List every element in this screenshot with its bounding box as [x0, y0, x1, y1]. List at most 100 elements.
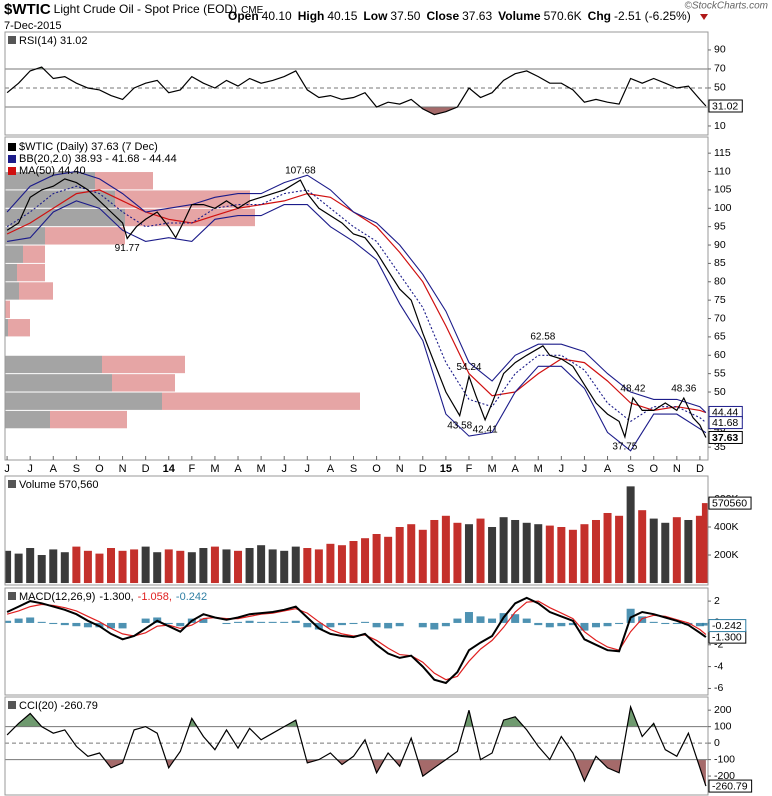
legend-title: Volume 570,560: [19, 479, 99, 491]
histogram-bar: [511, 614, 520, 623]
quote-label: Low: [363, 9, 388, 23]
volume-bar: [453, 522, 462, 584]
volume-by-price-up: [5, 208, 125, 227]
y-tick-label: 80: [714, 276, 726, 288]
histogram-bar: [557, 622, 566, 627]
threshold-fill: [7, 706, 706, 727]
histogram-bar: [303, 622, 312, 628]
histogram-bar: [384, 622, 393, 629]
date: 7-Dec-2015: [4, 20, 61, 32]
histogram-bar: [418, 622, 427, 628]
x-tick-label: J: [582, 463, 588, 475]
y-tick-label: 10: [714, 120, 726, 132]
last-value-label: 37.63: [712, 432, 738, 444]
plot-area: [5, 704, 708, 787]
volume-bar: [337, 545, 346, 584]
histogram-bar: [337, 622, 346, 626]
volume-by-price-up: [5, 172, 95, 190]
legend: CCI(20) -260.79: [19, 700, 98, 712]
volume-bar: [568, 529, 577, 584]
symbol: $WTIC: [4, 1, 51, 18]
x-tick-label: J: [27, 463, 33, 475]
quote-line: Open 40.10 High 40.15 Low 37.50 Close 37.63 Volu…: [228, 9, 691, 23]
x-tick-label: S: [627, 463, 634, 475]
volume-bar: [303, 548, 312, 584]
volume-by-price-down: [95, 172, 153, 190]
quote-label: Volume: [498, 9, 541, 23]
volume-bar: [661, 522, 670, 584]
y-tick-label: 0: [714, 737, 720, 749]
x-tick-label: M: [210, 463, 219, 475]
legend: RSI(14) 31.02: [19, 35, 87, 47]
y-tick-label: -2: [714, 639, 723, 651]
threshold-fill: [7, 106, 706, 115]
volume-bar: [701, 503, 708, 584]
y-tick-label: 100: [714, 720, 732, 732]
price-annotation: 107.68: [285, 166, 316, 177]
histogram-bar: [349, 622, 358, 625]
legend-icon: [8, 36, 16, 44]
volume-bar: [118, 550, 127, 584]
histogram-bar: [476, 616, 485, 623]
x-tick-label: A: [234, 463, 242, 475]
volume-by-price-down: [45, 227, 125, 245]
volume-bar: [430, 519, 439, 584]
volume-by-price-up: [5, 282, 19, 300]
volume-by-price-up: [5, 319, 8, 337]
histogram-bar: [603, 622, 612, 627]
copyright: ©StockCharts.com: [684, 1, 768, 12]
y-tick-label: 400K: [714, 521, 739, 533]
x-tick-label: 14: [163, 463, 176, 475]
legend-title: RSI(14) 31.02: [19, 35, 87, 47]
y-tick-label: 200: [714, 704, 732, 716]
x-tick-label: O: [372, 463, 381, 475]
volume-by-price-down: [19, 282, 53, 300]
volume-bar: [407, 524, 416, 584]
volume-by-price-up: [5, 245, 23, 263]
x-tick-label: A: [327, 463, 335, 475]
y-tick-label: 50: [714, 386, 726, 398]
volume-bar: [361, 538, 370, 584]
x-tick-label: 15: [440, 463, 452, 475]
histogram-bar: [141, 618, 150, 623]
last-value-tag: [708, 496, 752, 510]
x-tick-label: A: [511, 463, 519, 475]
volume-bar: [615, 515, 624, 584]
x-tick-label: S: [73, 463, 80, 475]
histogram-bar: [615, 622, 624, 625]
y-tick-label: 70: [714, 312, 726, 324]
volume-bar: [534, 524, 543, 584]
y-tick-label: 55: [714, 367, 726, 379]
header-title: $WTIC Light Crude Oil - Spot Price (EOD) C…: [4, 1, 264, 18]
series-line: [6, 704, 707, 787]
y-tick-label: -6: [714, 682, 723, 694]
volume-bar: [245, 548, 254, 584]
volume-bar: [49, 549, 58, 584]
legend-title: CCI(20) -260.79: [19, 700, 98, 712]
y-tick-label: 2: [714, 595, 720, 607]
y-tick-label: 60: [714, 349, 726, 361]
band-lower: [7, 200, 707, 452]
price-annotation: 37.75: [612, 442, 637, 453]
histogram-bar: [326, 622, 335, 628]
y-tick-label: 50: [714, 82, 726, 94]
volume-bar: [349, 541, 358, 584]
histogram-bar: [638, 616, 647, 623]
histogram-bar: [268, 621, 277, 623]
histogram-bar: [72, 622, 81, 627]
histogram-bar: [430, 622, 439, 630]
y-tick-label: 65: [714, 331, 726, 343]
x-tick-label: J: [559, 463, 565, 475]
quote-label: Chg: [588, 9, 611, 23]
threshold-fill: [104, 759, 706, 787]
volume-by-price-down: [50, 410, 127, 429]
panel-frame: [4, 136, 709, 461]
volume-by-price-down: [102, 355, 185, 374]
x-tick-label: J: [4, 463, 10, 475]
last-value-label: -0.242: [712, 620, 742, 632]
legend: MACD(12,26,9) -1.300, -1.058, -0.242: [19, 591, 207, 603]
histogram-bar: [534, 622, 543, 626]
volume-by-price-up: [5, 263, 17, 282]
x-tick-label: F: [188, 463, 195, 475]
x-tick-label: O: [649, 463, 658, 475]
